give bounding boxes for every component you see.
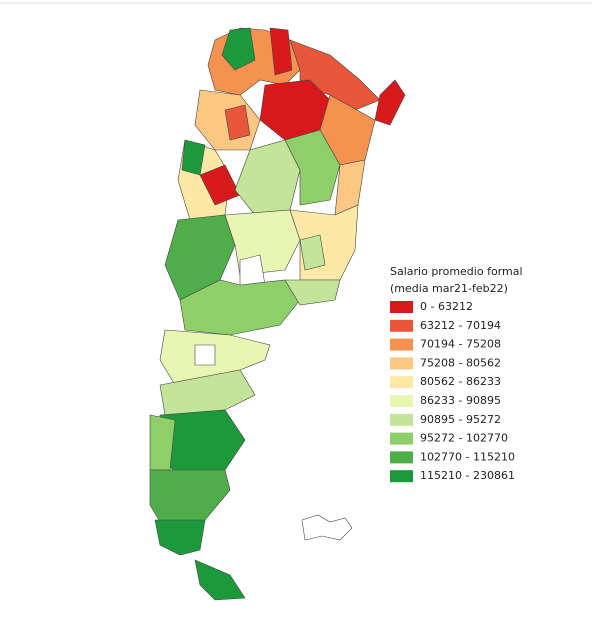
region — [284, 279, 341, 306]
legend-swatch — [390, 357, 413, 370]
legend-title: Salario promedio formal — [390, 265, 523, 278]
legend-swatch — [390, 451, 413, 464]
legend-label: 115210 - 230861 — [420, 469, 515, 482]
legend-swatch — [390, 376, 413, 389]
legend-label: 86233 - 90895 — [420, 394, 501, 407]
region — [284, 129, 341, 206]
region — [374, 79, 406, 126]
region — [299, 234, 326, 271]
legend-label: 75208 - 80562 — [420, 356, 501, 369]
islands — [301, 514, 353, 541]
legend-swatch — [390, 432, 413, 445]
legend-swatch — [390, 413, 413, 426]
legend: 0 - 63212 63212 - 70194 70194 - 75208 75208… — [390, 300, 515, 483]
legend-label: 95272 - 102770 — [420, 432, 508, 445]
region — [194, 559, 246, 601]
legend-label: 90895 - 95272 — [420, 413, 501, 426]
legend-swatch — [390, 319, 413, 332]
region — [154, 519, 206, 556]
legend-swatch — [390, 301, 413, 313]
region — [181, 139, 206, 176]
legend-subtitle: (media mar21-feb22) — [390, 282, 508, 295]
region — [224, 104, 251, 141]
legend-label: 0 - 63212 — [420, 300, 473, 313]
legend-swatch — [390, 338, 413, 351]
legend-label: 70194 - 75208 — [420, 338, 501, 351]
region — [159, 369, 256, 416]
region — [194, 344, 216, 366]
legend-swatch — [390, 395, 413, 407]
legend-label: 63212 - 70194 — [420, 319, 501, 332]
region — [221, 27, 256, 71]
legend-label: 80562 - 86233 — [420, 375, 501, 388]
legend-swatch — [390, 470, 413, 483]
argentina-map — [149, 27, 406, 601]
region — [269, 27, 293, 76]
legend-label: 102770 - 115210 — [420, 450, 515, 463]
